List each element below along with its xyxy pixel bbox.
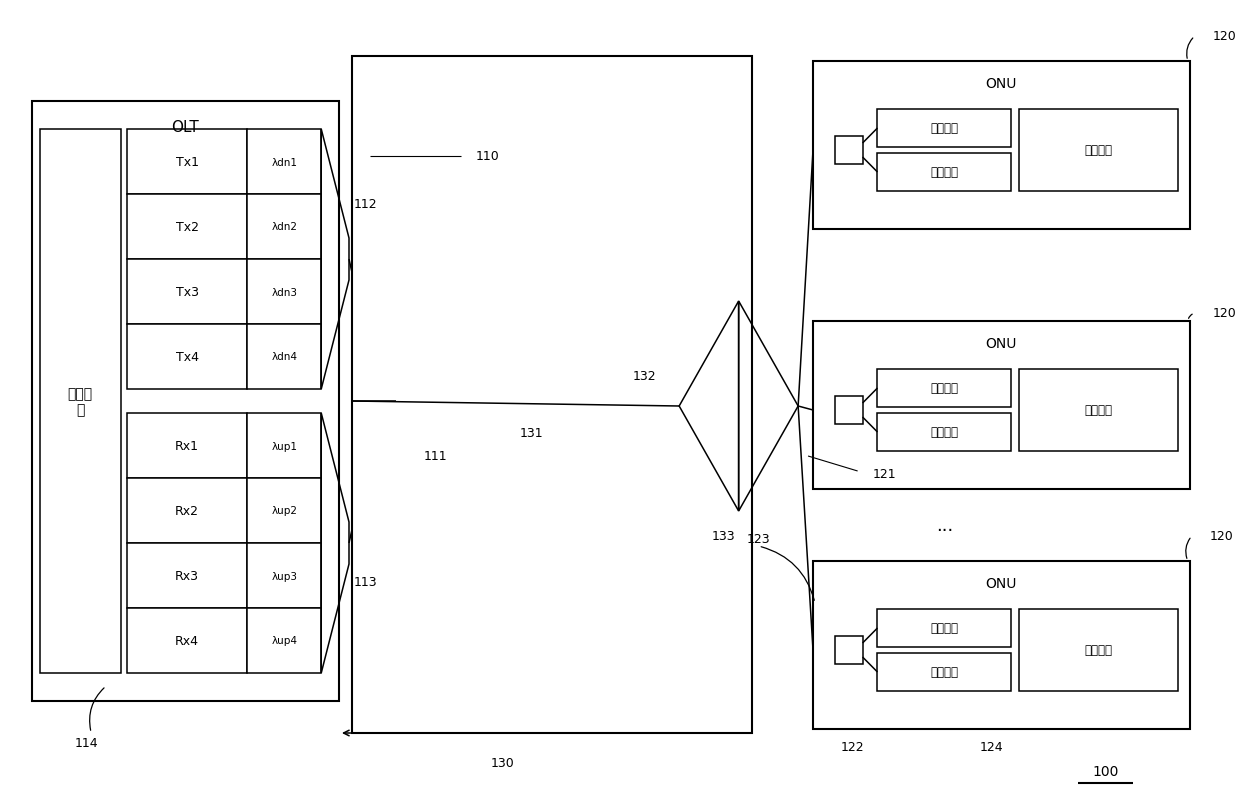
Text: Tx4: Tx4 (176, 350, 198, 363)
Bar (1019, 109, 1178, 191)
Bar (248, 478, 321, 543)
Text: ONU: ONU (986, 577, 1017, 590)
Text: 132: 132 (632, 370, 656, 383)
Text: 光接收器: 光接收器 (930, 166, 959, 179)
Text: λdn1: λdn1 (272, 157, 298, 167)
Bar (126, 130, 248, 195)
Bar (126, 608, 248, 673)
Text: OLT: OLT (171, 119, 200, 135)
Text: 112: 112 (353, 198, 378, 211)
Bar (352, 57, 751, 733)
Bar (248, 324, 321, 389)
Text: λdn2: λdn2 (272, 222, 298, 232)
Text: λup2: λup2 (272, 506, 298, 516)
Bar (813, 561, 1189, 729)
Bar (366, 387, 396, 417)
Bar (248, 130, 321, 195)
Bar (126, 195, 248, 260)
Text: 114: 114 (74, 736, 98, 749)
Text: 131: 131 (520, 427, 543, 440)
Text: ONU: ONU (986, 337, 1017, 350)
Text: Rx2: Rx2 (175, 504, 200, 517)
Text: 光发射器: 光发射器 (930, 382, 959, 395)
Text: 光接收器: 光接收器 (930, 426, 959, 439)
Bar (248, 608, 321, 673)
Text: Tx1: Tx1 (176, 156, 198, 169)
Text: 111: 111 (423, 450, 448, 463)
Text: 处理模
块: 处理模 块 (68, 386, 93, 417)
Bar (878, 653, 1012, 691)
Text: λdn3: λdn3 (272, 287, 298, 297)
Text: Rx3: Rx3 (175, 569, 200, 582)
Bar (835, 397, 863, 424)
Text: 处理模块: 处理模块 (1085, 144, 1112, 157)
Bar (813, 62, 1189, 230)
Bar (126, 260, 248, 324)
Text: ...: ... (936, 517, 954, 534)
Text: Tx3: Tx3 (176, 285, 198, 298)
Bar (878, 109, 1012, 148)
Bar (878, 370, 1012, 407)
Bar (878, 609, 1012, 647)
Text: λup1: λup1 (272, 441, 298, 451)
Text: λdn4: λdn4 (272, 352, 298, 362)
Text: ONU: ONU (986, 77, 1017, 91)
Text: 110: 110 (476, 150, 500, 163)
Bar (126, 414, 248, 478)
Bar (32, 102, 339, 702)
Text: 120: 120 (1209, 530, 1234, 543)
Bar (878, 154, 1012, 191)
Text: 133: 133 (712, 530, 735, 543)
Text: 光发射器: 光发射器 (930, 622, 959, 635)
Text: 处理模块: 处理模块 (1085, 404, 1112, 417)
Bar (126, 478, 248, 543)
Bar (40, 130, 122, 673)
Text: 120: 120 (1213, 31, 1236, 44)
Text: λup4: λup4 (272, 636, 298, 646)
Text: 121: 121 (873, 468, 897, 481)
Text: 113: 113 (353, 575, 378, 588)
Text: 124: 124 (980, 740, 1003, 753)
Bar (813, 322, 1189, 489)
Bar (248, 195, 321, 260)
Bar (1019, 370, 1178, 452)
Text: Rx1: Rx1 (175, 440, 200, 453)
Text: 处理模块: 处理模块 (1085, 644, 1112, 657)
Text: 100: 100 (1092, 764, 1118, 778)
Bar (878, 414, 1012, 452)
Bar (126, 543, 248, 608)
Text: 130: 130 (490, 757, 515, 770)
Text: 光接收器: 光接收器 (930, 666, 959, 679)
Bar (835, 137, 863, 165)
Text: 123: 123 (746, 533, 770, 546)
Text: λup3: λup3 (272, 571, 298, 581)
Bar (248, 414, 321, 478)
Bar (126, 324, 248, 389)
Bar (1019, 609, 1178, 691)
Text: 光发射器: 光发射器 (930, 122, 959, 135)
Bar (248, 543, 321, 608)
Bar (835, 636, 863, 664)
Bar (248, 260, 321, 324)
Text: Tx2: Tx2 (176, 221, 198, 234)
Text: 122: 122 (841, 740, 864, 753)
Text: Rx4: Rx4 (175, 634, 200, 647)
Text: 120: 120 (1213, 307, 1236, 320)
